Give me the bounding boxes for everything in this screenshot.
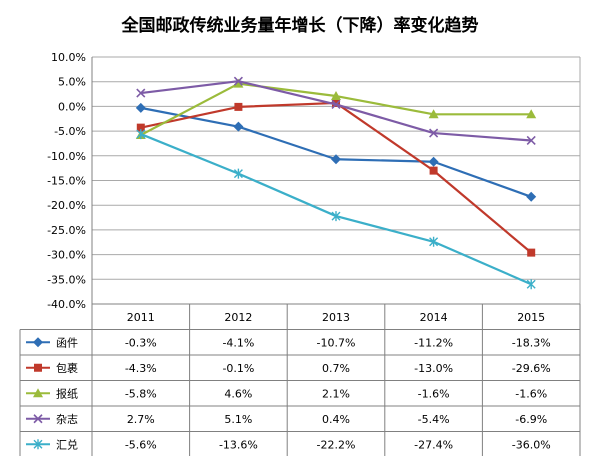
data-point	[33, 414, 43, 424]
data-point	[331, 211, 341, 222]
y-tick-label: -5.0%	[54, 125, 86, 138]
legend-entry: 函件	[56, 336, 78, 349]
legend-key	[26, 439, 50, 450]
data-label: -1.6%	[418, 387, 450, 400]
data-point	[331, 154, 341, 165]
series-5	[136, 129, 536, 290]
y-tick-label: -30.0%	[47, 249, 86, 262]
data-point	[233, 168, 243, 179]
data-point	[526, 279, 536, 290]
series-4	[136, 76, 536, 146]
data-point	[332, 98, 340, 107]
data-point	[526, 135, 536, 146]
data-point	[331, 91, 341, 101]
data-point	[136, 129, 146, 140]
legend-entry: 汇兑	[56, 437, 78, 451]
legend-key	[26, 337, 50, 348]
data-label: 0.4%	[322, 413, 350, 426]
data-point	[233, 78, 244, 88]
x-tick-label: 2015	[517, 311, 545, 324]
data-point	[428, 109, 439, 119]
y-tick-label: -20.0%	[47, 199, 86, 212]
data-label: -27.4%	[414, 438, 453, 451]
data-point	[234, 102, 243, 111]
data-point	[527, 248, 536, 257]
data-label: -22.2%	[317, 438, 356, 451]
y-tick-label: 10.0%	[51, 51, 86, 64]
x-tick-label: 2013	[322, 311, 350, 324]
y-tick-label: 5.0%	[58, 76, 86, 89]
data-point	[429, 236, 439, 247]
data-point	[136, 88, 146, 98]
series-2	[136, 98, 536, 257]
x-tick-label: 2012	[224, 311, 252, 324]
data-point	[428, 156, 439, 167]
chart-title: 全国邮政传统业务量年增长（下降）率变化趋势	[121, 15, 479, 36]
data-label: -5.6%	[125, 438, 157, 451]
y-tick-label: -15.0%	[47, 175, 86, 188]
y-axis-ticks: 10.0% 5.0% 0.0% -5.0% -10.0% -15.0% -20.0% -25.…	[47, 51, 86, 311]
data-label: -18.3%	[512, 336, 551, 349]
legend-entry: 报纸	[56, 386, 78, 400]
y-tick-label: 0.0%	[58, 100, 86, 113]
data-label: -1.6%	[515, 387, 547, 400]
data-label: -36.0%	[512, 438, 551, 451]
legend-key	[26, 363, 50, 372]
y-tick-label: -40.0%	[47, 298, 86, 311]
data-label: -13.0%	[414, 362, 453, 375]
data-point	[233, 121, 244, 132]
data-label: 2.7%	[127, 413, 155, 426]
data-table: 2011 2012 2013 2014 2015 函件 -0.3% -4.1% -10.7% -1…	[19, 303, 581, 458]
data-label: -0.1%	[222, 362, 254, 375]
data-label: -29.6%	[512, 362, 551, 375]
data-point	[526, 109, 537, 119]
data-point	[331, 99, 341, 109]
data-point	[33, 439, 43, 450]
data-point	[135, 102, 146, 113]
data-label: 2.1%	[322, 387, 350, 400]
x-tick-label: 2014	[420, 311, 448, 324]
y-tick-label: -25.0%	[47, 224, 86, 237]
legend-key	[26, 414, 50, 424]
data-point	[33, 337, 43, 348]
data-label: -10.7%	[317, 336, 356, 349]
data-label: -4.3%	[125, 362, 157, 375]
x-tick-label: 2011	[127, 311, 155, 324]
series-lines	[135, 76, 537, 290]
data-point	[34, 363, 42, 372]
y-tick-label: -35.0%	[47, 273, 86, 286]
data-label: -4.1%	[222, 336, 254, 349]
data-point	[233, 76, 243, 86]
data-point	[136, 123, 145, 132]
data-label: -13.6%	[219, 438, 258, 451]
data-label: -6.9%	[515, 413, 547, 426]
data-label: 0.7%	[322, 362, 350, 375]
data-point	[429, 128, 439, 138]
data-label: -11.2%	[414, 336, 453, 349]
legend-key	[26, 388, 50, 398]
data-point	[429, 166, 438, 175]
data-label: 5.1%	[224, 413, 252, 426]
series-line	[140, 106, 532, 198]
data-point	[33, 388, 43, 398]
data-label: 4.6%	[224, 387, 252, 400]
legend-entry: 杂志	[56, 413, 78, 426]
data-label: -0.3%	[125, 336, 157, 349]
series-1	[135, 102, 537, 202]
legend-entry: 包裹	[56, 361, 78, 375]
data-label: -5.8%	[125, 387, 157, 400]
data-label: -5.4%	[418, 413, 450, 426]
y-tick-label: -10.0%	[47, 150, 86, 163]
series-3	[135, 78, 537, 140]
data-point	[526, 191, 537, 202]
